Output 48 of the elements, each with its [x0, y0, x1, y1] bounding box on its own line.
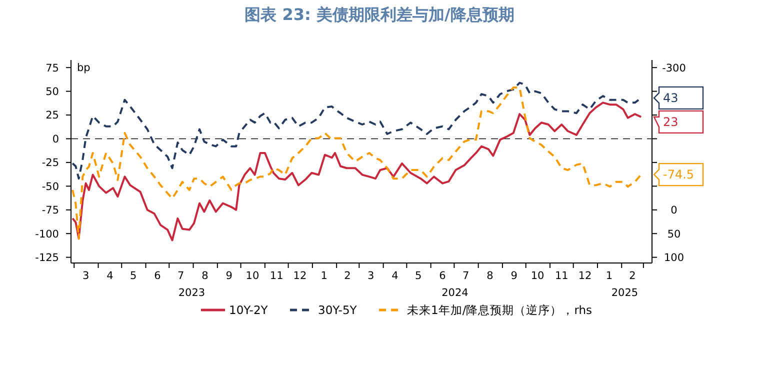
- y2-tick-label: 100: [664, 252, 684, 264]
- x-tick-label: 6: [439, 270, 446, 282]
- y-tick-label: 25: [46, 110, 59, 122]
- y2-tick-label: 0: [670, 204, 678, 217]
- x-tick-label: 7: [177, 270, 184, 282]
- y-tick-label: -25: [42, 157, 59, 170]
- x-tick-label: 7: [462, 270, 470, 282]
- x-tick-label: 5: [415, 270, 422, 282]
- x-tick-label: 1: [320, 270, 328, 282]
- y-tick-label: -125: [35, 252, 59, 264]
- data-label: 43: [663, 91, 678, 106]
- text: 2023: [178, 287, 206, 299]
- x-tick-label: 1: [606, 270, 613, 282]
- y2-tick-label: -300: [662, 62, 686, 74]
- text: 2024: [442, 287, 469, 299]
- x-tick-label: 12: [293, 270, 307, 282]
- x-tick-label: 10: [530, 270, 544, 282]
- y-tick-label: 50: [46, 86, 59, 98]
- y-axis-title: bp: [77, 62, 91, 74]
- x-tick-label: 8: [486, 270, 494, 282]
- x-tick-label: 9: [226, 270, 232, 282]
- legend-label: 未来1年加/降息预期（逆序），rhs: [407, 303, 592, 318]
- x-tick-label: 5: [130, 270, 137, 282]
- x-tick-label: 3: [82, 270, 90, 282]
- x-tick-label: 2: [629, 270, 636, 282]
- x-tick-label: 3: [368, 270, 374, 282]
- y-tick-label: -50: [42, 180, 59, 193]
- data-label: 23: [663, 115, 678, 130]
- x-tick-label: 4: [392, 270, 399, 282]
- y-tick-label: -100: [35, 228, 59, 240]
- x-tick-label: 6: [154, 270, 162, 282]
- y2-tick-label: 50: [667, 228, 681, 240]
- x-tick-label: 2: [344, 270, 351, 282]
- x-tick-label: 11: [270, 270, 284, 282]
- legend-label: 30Y-5Y: [318, 303, 358, 318]
- x-tick-label: 11: [554, 270, 568, 282]
- y-tick-label: 0: [52, 133, 59, 146]
- x-tick-label: 12: [578, 270, 592, 282]
- legend-label: 10Y-2Y: [229, 303, 269, 318]
- data-label: -74.5: [663, 168, 694, 182]
- text: 2025: [611, 287, 638, 299]
- x-tick-label: 4: [106, 270, 114, 282]
- y-tick-label: -75: [42, 204, 59, 217]
- y-tick-label: 75: [46, 62, 59, 74]
- x-tick-label: 10: [246, 270, 260, 282]
- x-tick-label: 9: [510, 270, 518, 282]
- chart-title: 图表 23: 美债期限利差与加/降息预期: [244, 5, 514, 24]
- x-tick-label: 8: [202, 270, 208, 282]
